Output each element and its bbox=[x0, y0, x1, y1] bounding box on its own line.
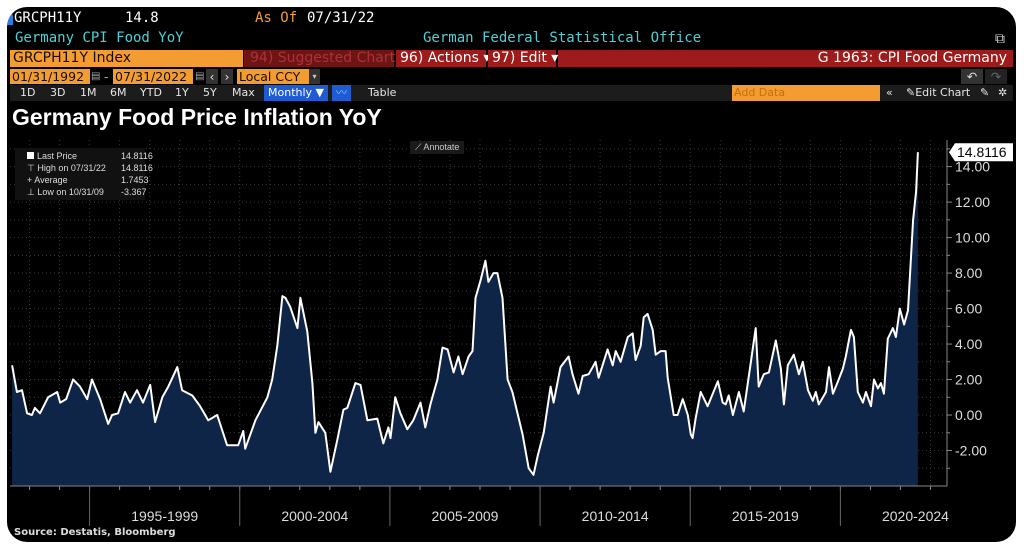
legend-label: High on 07/31/22 bbox=[37, 163, 106, 173]
edit-menu[interactable]: 97) Edit ▾ bbox=[488, 50, 559, 67]
last-price-swatch bbox=[27, 152, 34, 159]
edit-icon[interactable]: ✎ bbox=[980, 86, 990, 99]
period-3d[interactable]: 3D bbox=[50, 86, 66, 99]
legend-row-high: ⊤ High on 07/31/22 bbox=[27, 163, 106, 173]
start-date-text: 01/31/1992 bbox=[12, 69, 85, 84]
end-date-input[interactable]: 07/31/2022 bbox=[113, 69, 193, 84]
as-of-label: As Of bbox=[255, 10, 298, 26]
last-value-tag bbox=[949, 143, 1013, 162]
last-value: 14.8 bbox=[125, 10, 159, 26]
as-of-date: 07/31/22 bbox=[307, 10, 375, 26]
legend-label: Last Price bbox=[37, 151, 78, 161]
period-5y[interactable]: 5Y bbox=[203, 86, 217, 99]
x-tick-label: 1995-1999 bbox=[131, 508, 198, 524]
x-tick-label: 2020-2024 bbox=[882, 508, 949, 524]
y-tick-label: 6.00 bbox=[955, 301, 982, 317]
x-tick-label: 2000-2004 bbox=[281, 508, 348, 524]
chart-id-bar: G 1963: CPI Food Germany bbox=[558, 50, 1013, 67]
currency-text: Local CCY bbox=[239, 69, 301, 84]
date-separator: - bbox=[104, 69, 109, 84]
security-field-text: GRCPH11Y Index bbox=[13, 50, 131, 66]
source-organization: German Federal Statistical Office bbox=[423, 30, 702, 46]
add-data-input[interactable]: Add Data bbox=[732, 85, 880, 101]
ticker: GRCPH11Y bbox=[14, 10, 82, 26]
y-tick-label: 12.00 bbox=[955, 194, 990, 210]
series-area bbox=[12, 152, 918, 486]
prev-period-button[interactable]: ‹ bbox=[206, 69, 218, 84]
y-tick-label: 2.00 bbox=[955, 372, 982, 388]
actions-label: 96) Actions ▾ bbox=[400, 50, 491, 66]
legend-value: 14.8116 bbox=[121, 163, 153, 173]
annotate-label: Annotate bbox=[423, 142, 460, 152]
edit-chart-button[interactable]: ✎ Edit Chart bbox=[906, 86, 971, 99]
period-1y[interactable]: 1Y bbox=[175, 86, 189, 99]
undo-icon[interactable]: ↶ bbox=[961, 69, 983, 84]
frequency-select[interactable]: Monthly ▼ bbox=[264, 85, 328, 101]
edit-chart-label: Edit Chart bbox=[915, 86, 971, 99]
security-field[interactable]: GRCPH11Y Index bbox=[10, 50, 243, 67]
y-tick-label: 4.00 bbox=[955, 336, 982, 352]
end-calendar-icon[interactable]: ▤ bbox=[195, 71, 205, 82]
currency-dropdown-icon[interactable]: ▾ bbox=[309, 69, 320, 84]
chart-id: G 1963: CPI Food Germany bbox=[817, 50, 1007, 66]
line-chart-icon[interactable]: 〰 bbox=[332, 85, 351, 101]
period-toolbar: 1D 3D 1M 6M YTD 1Y 5Y Max Monthly ▼ 〰 Ta… bbox=[10, 85, 1013, 101]
source-note: Source: Destatis, Bloomberg bbox=[14, 527, 176, 538]
start-date-input[interactable]: 01/31/1992 bbox=[10, 69, 90, 84]
end-date-text: 07/31/2022 bbox=[115, 69, 188, 84]
period-1d[interactable]: 1D bbox=[20, 86, 36, 99]
chart-svg: 1995-1999 2000-2004 2005-2009 2010-2014 2015… bbox=[10, 140, 1013, 526]
period-max[interactable]: Max bbox=[232, 86, 255, 99]
bloomberg-chart-window: GRCPH11Y 14.8 As Of 07/31/22 Germany CPI… bbox=[7, 7, 1016, 542]
gear-icon[interactable]: ✲ bbox=[998, 86, 1008, 99]
start-calendar-icon[interactable]: ▤ bbox=[91, 71, 101, 82]
x-tick-label: 2005-2009 bbox=[432, 508, 499, 524]
suggested-charts-button[interactable]: 94) Suggested Charts bbox=[244, 50, 402, 67]
table-button[interactable]: Table bbox=[368, 86, 397, 99]
legend-label: Average bbox=[34, 175, 68, 185]
window-tab-marker bbox=[7, 11, 13, 25]
actions-menu[interactable]: 96) Actions ▾ bbox=[396, 50, 490, 67]
chart-title: Germany Food Price Inflation YoY bbox=[12, 104, 382, 130]
currency-select[interactable]: Local CCY bbox=[237, 69, 309, 84]
y-tick-label: 0.00 bbox=[955, 407, 982, 423]
y-tick-label: -2.00 bbox=[955, 443, 987, 459]
period-1m[interactable]: 1M bbox=[80, 86, 97, 99]
series-line bbox=[11, 152, 919, 476]
popout-icon[interactable]: ⧉ bbox=[995, 31, 1005, 47]
suggested-charts-label: 94) Suggested Charts bbox=[250, 50, 403, 66]
next-period-button[interactable]: › bbox=[221, 69, 233, 84]
legend-row-last-price: Last Price bbox=[27, 150, 77, 162]
legend-value: 1.7453 bbox=[121, 175, 149, 185]
annotate-button[interactable]: ⟋ Annotate bbox=[410, 141, 465, 154]
legend-row-average: + Average bbox=[27, 175, 68, 185]
x-tick-label: 2015-2019 bbox=[732, 508, 799, 524]
legend: Last Price ⊤ High on 07/31/22 + Average … bbox=[15, 148, 153, 200]
y-tick-label: 14.00 bbox=[955, 159, 990, 175]
x-tick-label: 2010-2014 bbox=[582, 508, 649, 524]
period-6m[interactable]: 6M bbox=[110, 86, 127, 99]
collapse-icon[interactable]: « bbox=[886, 86, 893, 99]
y-tick-label: 10.00 bbox=[955, 230, 990, 246]
legend-value: -3.367 bbox=[121, 187, 147, 197]
y-tick-label: 8.00 bbox=[955, 265, 982, 281]
last-value-label: 14.8116 bbox=[957, 144, 1007, 160]
redo-icon[interactable]: ↷ bbox=[985, 69, 1007, 84]
legend-label: Low on 10/31/09 bbox=[37, 187, 104, 197]
edit-label: 97) Edit ▾ bbox=[492, 50, 559, 66]
period-ytd[interactable]: YTD bbox=[140, 86, 162, 99]
legend-value: 14.8116 bbox=[121, 151, 153, 161]
security-description: Germany CPI Food YoY bbox=[15, 30, 184, 46]
legend-row-low: ⊥ Low on 10/31/09 bbox=[27, 187, 104, 197]
